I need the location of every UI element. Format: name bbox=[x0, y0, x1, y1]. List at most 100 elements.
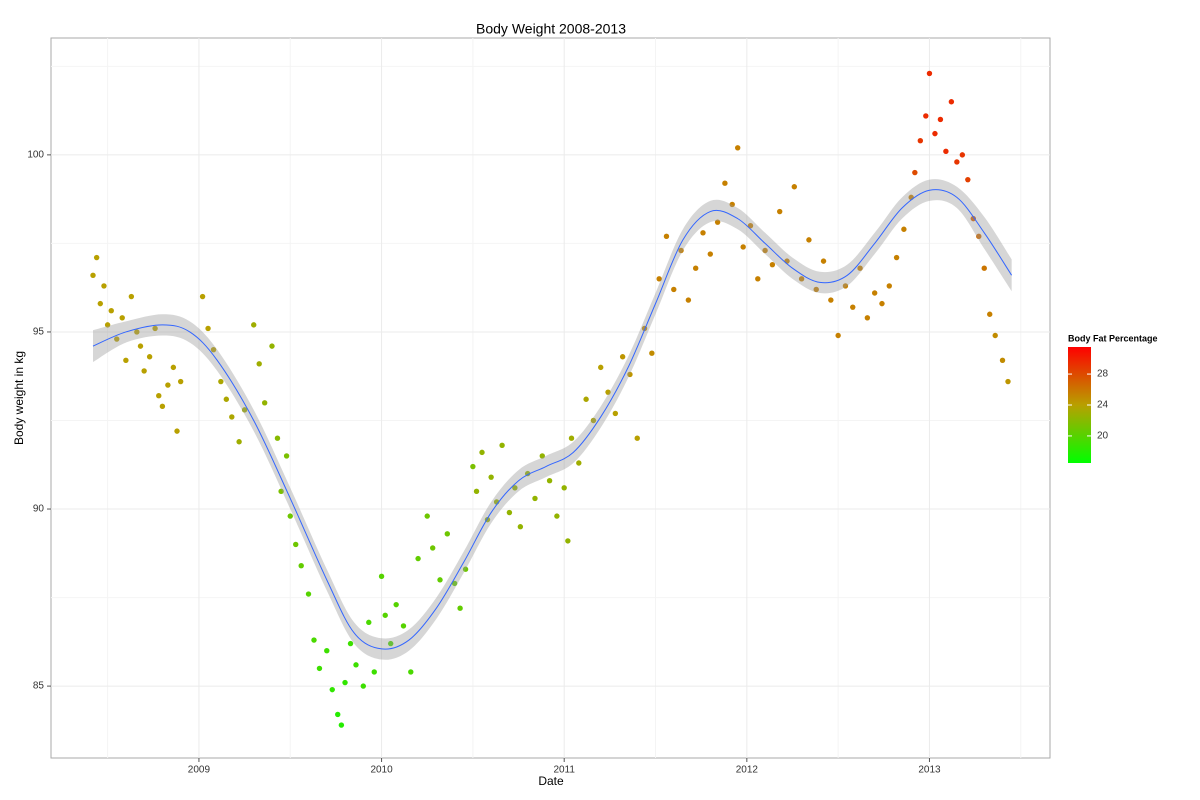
data-point bbox=[970, 215, 976, 222]
data-point bbox=[512, 485, 518, 491]
y-tick-label: 95 bbox=[33, 327, 45, 338]
data-point bbox=[999, 357, 1006, 363]
data-point bbox=[813, 286, 819, 293]
data-point bbox=[324, 647, 330, 654]
data-point bbox=[218, 378, 224, 385]
data-point bbox=[444, 531, 451, 537]
data-point bbox=[864, 315, 871, 321]
data-point bbox=[293, 541, 299, 548]
data-point bbox=[274, 435, 281, 441]
data-point bbox=[278, 488, 284, 495]
colorbar-tick-label: 24 bbox=[1097, 400, 1109, 411]
data-point bbox=[671, 286, 677, 293]
data-point bbox=[229, 414, 235, 420]
data-point bbox=[565, 538, 571, 544]
colorbar-tick-label: 28 bbox=[1097, 369, 1109, 380]
data-point bbox=[948, 99, 955, 105]
data-point bbox=[387, 640, 394, 647]
data-point bbox=[857, 265, 863, 271]
data-point bbox=[108, 308, 114, 314]
data-point bbox=[762, 247, 768, 254]
data-point bbox=[769, 261, 776, 268]
data-point bbox=[634, 435, 640, 441]
data-point bbox=[165, 382, 171, 388]
data-point bbox=[371, 669, 377, 675]
y-tick-label: 90 bbox=[33, 504, 45, 515]
data-point bbox=[298, 562, 304, 569]
chart-title: Body Weight 2008-2013 bbox=[476, 21, 626, 37]
data-point bbox=[649, 350, 655, 356]
data-point bbox=[707, 251, 714, 257]
data-point bbox=[828, 297, 834, 303]
data-point bbox=[932, 130, 938, 137]
data-point bbox=[156, 392, 162, 399]
colorbar-tick-label: 20 bbox=[1097, 431, 1109, 442]
data-point bbox=[532, 495, 538, 502]
data-point bbox=[90, 272, 96, 278]
data-point bbox=[329, 686, 335, 693]
data-point bbox=[316, 665, 323, 672]
data-point bbox=[287, 513, 293, 519]
data-point bbox=[174, 428, 180, 434]
data-point bbox=[959, 152, 966, 158]
data-point bbox=[722, 180, 728, 186]
data-point bbox=[335, 711, 341, 718]
data-point bbox=[382, 612, 388, 618]
data-point bbox=[923, 113, 929, 119]
x-tick-label: 2009 bbox=[188, 765, 211, 776]
data-point bbox=[605, 389, 611, 395]
data-point bbox=[965, 176, 971, 183]
data-point bbox=[926, 70, 933, 77]
data-point bbox=[128, 293, 135, 300]
data-point bbox=[283, 453, 290, 459]
data-point bbox=[146, 354, 153, 360]
data-point bbox=[119, 315, 125, 321]
data-point bbox=[473, 488, 480, 495]
data-point bbox=[342, 679, 348, 686]
data-point bbox=[539, 453, 545, 459]
data-point bbox=[123, 357, 129, 363]
x-tick-label: 2010 bbox=[370, 765, 393, 776]
y-tick-label: 85 bbox=[33, 681, 45, 692]
data-point bbox=[479, 449, 485, 456]
data-point bbox=[353, 662, 359, 668]
data-point bbox=[400, 623, 407, 629]
data-point bbox=[437, 577, 443, 583]
data-point bbox=[424, 513, 430, 519]
data-point bbox=[619, 354, 626, 360]
data-point bbox=[987, 311, 993, 317]
y-tick-label: 100 bbox=[27, 150, 44, 161]
data-point bbox=[205, 325, 211, 332]
data-point bbox=[714, 219, 721, 225]
data-point bbox=[488, 474, 494, 480]
data-point bbox=[663, 233, 670, 240]
data-point bbox=[729, 201, 735, 208]
legend-title: Body Fat Percentage bbox=[1068, 333, 1158, 343]
data-point bbox=[576, 460, 582, 466]
data-point bbox=[366, 619, 372, 626]
data-point bbox=[101, 283, 107, 289]
data-point bbox=[256, 361, 262, 367]
data-point bbox=[415, 555, 421, 562]
data-point bbox=[976, 233, 982, 240]
y-axis-title: Body weight in kg bbox=[12, 351, 26, 445]
data-point bbox=[236, 439, 242, 445]
data-point bbox=[598, 364, 604, 371]
data-point bbox=[734, 145, 741, 151]
data-point bbox=[457, 605, 463, 611]
data-point bbox=[546, 477, 553, 484]
data-point bbox=[917, 138, 924, 144]
data-point bbox=[992, 332, 998, 339]
data-point bbox=[430, 545, 436, 551]
data-point bbox=[93, 254, 100, 261]
x-axis-title: Date bbox=[538, 774, 564, 788]
data-point bbox=[568, 435, 575, 441]
data-point bbox=[685, 297, 692, 303]
data-point bbox=[943, 148, 949, 155]
data-point bbox=[791, 184, 798, 190]
data-point bbox=[612, 410, 619, 417]
data-point bbox=[141, 368, 147, 374]
data-point bbox=[114, 336, 120, 342]
data-point bbox=[159, 403, 166, 410]
data-point bbox=[747, 223, 754, 229]
